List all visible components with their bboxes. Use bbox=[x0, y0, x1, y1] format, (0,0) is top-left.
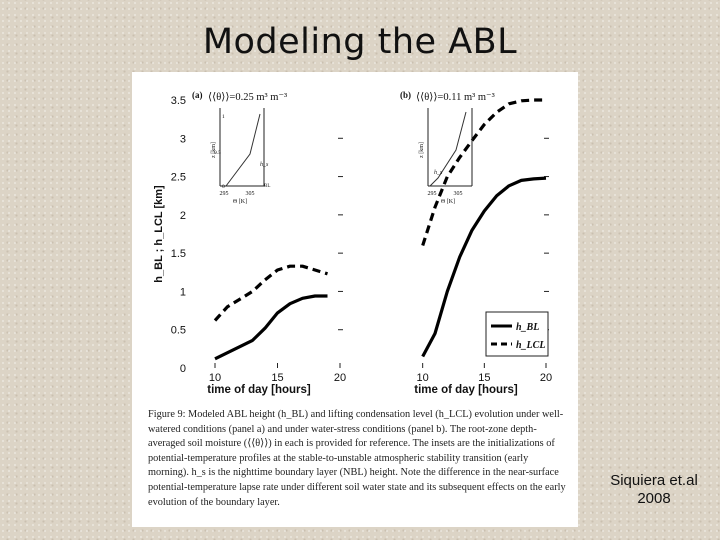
y-axis-label: h_BL ; h_LCL [km] bbox=[153, 185, 165, 283]
panel-label: (b) bbox=[400, 90, 411, 100]
inset-y-tick: 0 bbox=[222, 184, 225, 190]
inset-x-tick: 295 bbox=[428, 191, 437, 197]
series-line-h-bl bbox=[214, 294, 328, 361]
y-tick-label: 2 bbox=[180, 210, 186, 222]
y-tick-label: 3.5 bbox=[171, 95, 186, 107]
inset-hs-label: h_s bbox=[260, 162, 269, 168]
citation: Siquiera et.al 2008 bbox=[590, 472, 718, 508]
moisture-annotation: ⟨⟨θ⟩⟩=0.25 m³ m⁻³ bbox=[208, 91, 287, 103]
inset-hs-label: h_s bbox=[434, 170, 443, 176]
figure-caption: Figure 9: Modeled ABL height (h_BL) and … bbox=[148, 409, 566, 508]
inset-profile-line bbox=[429, 111, 467, 187]
x-tick-label: 10 bbox=[209, 372, 221, 384]
inset-x-tick: 305 bbox=[246, 191, 255, 197]
panel-label: (a) bbox=[192, 90, 203, 100]
inset-y-tick: 1 bbox=[222, 114, 225, 120]
inset-x-label: Θ [K] bbox=[441, 199, 455, 205]
x-tick-label: 10 bbox=[417, 372, 429, 384]
y-tick-label: 0 bbox=[180, 363, 186, 375]
y-tick-label: 3 bbox=[180, 133, 186, 145]
inset-bl-label: BL bbox=[264, 184, 270, 189]
citation-year: 2008 bbox=[637, 490, 671, 507]
inset-y-label: z [km] bbox=[419, 142, 425, 158]
inset-y-label: z [km] bbox=[211, 142, 217, 158]
inset-x-tick: 305 bbox=[454, 191, 463, 197]
x-tick-label: 15 bbox=[271, 372, 283, 384]
x-axis-label: time of day [hours] bbox=[207, 384, 311, 396]
x-axis-label: time of day [hours] bbox=[414, 384, 518, 396]
legend-entry: h_LCL bbox=[516, 340, 545, 351]
citation-authors: Siquiera et.al bbox=[610, 472, 698, 489]
x-tick-label: 20 bbox=[334, 372, 346, 384]
series-line-h-lcl bbox=[213, 264, 328, 322]
x-tick-label: 15 bbox=[478, 372, 490, 384]
y-tick-label: 1 bbox=[180, 286, 186, 298]
y-tick-label: 0.5 bbox=[171, 325, 186, 337]
series-line-h-bl bbox=[421, 176, 547, 358]
inset-y-tick: 0.5 bbox=[214, 150, 221, 156]
series-line-h-lcl bbox=[421, 98, 546, 246]
x-tick-label: 20 bbox=[540, 372, 552, 384]
figure-panel: 10 15 20 time of day [hours] 0 0.5 1 1.5 2 2.5 3 3.… bbox=[132, 72, 578, 527]
slide-title: Modeling the ABL bbox=[202, 22, 518, 62]
legend-entry: h_BL bbox=[516, 322, 539, 333]
inset-x-tick: 295 bbox=[220, 191, 229, 197]
moisture-annotation: ⟨⟨θ⟩⟩=0.11 m³ m⁻³ bbox=[416, 91, 495, 103]
legend-box bbox=[485, 311, 549, 357]
y-tick-label: 2.5 bbox=[171, 172, 186, 184]
y-tick-label: 1.5 bbox=[171, 248, 186, 260]
inset-profile-line bbox=[225, 113, 261, 187]
inset-x-label: Θ [K] bbox=[233, 199, 247, 205]
